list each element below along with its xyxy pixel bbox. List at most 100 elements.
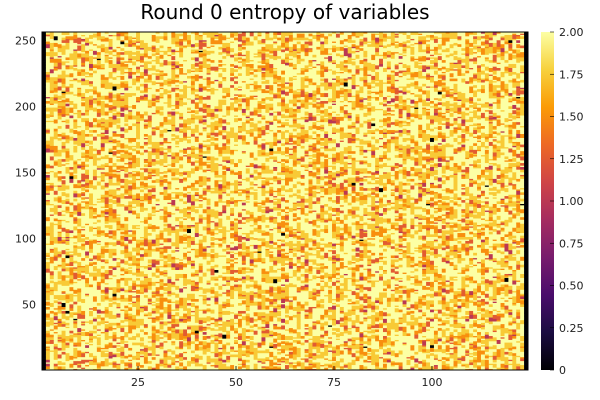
heatmap-cell <box>108 228 113 231</box>
heatmap-cell <box>120 331 125 337</box>
heatmap-cell <box>128 152 133 156</box>
heatmap-cell <box>159 66 164 71</box>
heatmap-cell <box>65 185 70 190</box>
heatmap-cell <box>183 325 188 330</box>
heatmap-cell <box>77 296 82 301</box>
heatmap-cell <box>104 362 109 364</box>
heatmap-cell <box>92 90 98 95</box>
heatmap-cell <box>92 298 98 302</box>
heatmap-cell <box>81 43 86 46</box>
heatmap-cell <box>81 71 86 75</box>
heatmap-cell <box>132 141 137 146</box>
heatmap-cell <box>175 358 180 362</box>
heatmap-cell <box>159 109 164 112</box>
heatmap-cell <box>163 158 168 164</box>
heatmap-cell <box>104 83 109 88</box>
heatmap-cell <box>112 303 117 309</box>
heatmap-cell <box>183 123 188 127</box>
heatmap-cell <box>155 156 160 160</box>
heatmap-cell <box>89 288 94 292</box>
heatmap-cell <box>49 120 55 123</box>
heatmap-cell <box>159 285 164 290</box>
heatmap-cell <box>120 230 125 232</box>
heatmap-cell <box>143 293 149 296</box>
heatmap-cell <box>81 331 86 337</box>
heatmap-cell <box>147 281 153 286</box>
heatmap-cell <box>167 335 172 340</box>
heatmap-cell <box>143 245 149 249</box>
heatmap-cell <box>175 257 180 260</box>
heatmap-cell <box>143 319 149 322</box>
heatmap-cell <box>104 207 109 210</box>
heatmap-cell <box>108 346 113 348</box>
heatmap-cell <box>124 269 129 272</box>
heatmap-cell <box>77 203 82 208</box>
heatmap-cell <box>167 186 172 190</box>
heatmap-cell <box>100 59 106 65</box>
heatmap-cell <box>104 170 109 173</box>
heatmap-cell <box>136 302 141 307</box>
heatmap-cell <box>132 306 137 309</box>
heatmap-cell <box>136 219 141 222</box>
heatmap-cell <box>159 257 164 260</box>
heatmap-cell <box>124 297 129 302</box>
heatmap-cell <box>81 356 86 359</box>
heatmap-cell <box>108 175 113 179</box>
heatmap-cell <box>112 340 117 346</box>
heatmap-cell <box>89 100 94 105</box>
heatmap-cell <box>65 124 70 128</box>
heatmap-cell <box>100 142 106 148</box>
heatmap-cell <box>89 321 94 325</box>
heatmap-cell <box>49 282 55 288</box>
heatmap-cell <box>49 363 55 366</box>
heatmap-cell <box>69 347 74 351</box>
heatmap-cell <box>57 170 62 174</box>
heatmap-cell <box>132 150 137 156</box>
heatmap-cell <box>53 103 59 108</box>
heatmap-cell <box>175 158 180 164</box>
heatmap-cell <box>104 269 109 274</box>
heatmap-cell <box>61 309 66 311</box>
heatmap-cell <box>139 355 145 358</box>
heatmap-cell <box>92 117 98 120</box>
heatmap-cell <box>61 175 66 179</box>
heatmap-cell <box>45 137 51 141</box>
heatmap-cell <box>92 270 98 273</box>
heatmap-cell <box>108 342 113 347</box>
heatmap-cell <box>116 112 121 115</box>
heatmap-cell <box>132 214 137 219</box>
heatmap-cell <box>53 355 59 359</box>
heatmap-cell <box>155 203 160 206</box>
heatmap-cell <box>53 71 59 74</box>
heatmap-cell <box>139 289 145 293</box>
heatmap-cell <box>171 46 176 50</box>
heatmap-cell <box>163 157 168 160</box>
heatmap-cell <box>163 215 168 219</box>
heatmap-cell <box>143 193 149 198</box>
heatmap-cell <box>92 318 98 322</box>
heatmap-cell <box>112 76 117 80</box>
heatmap-cell <box>108 150 113 153</box>
heatmap-cell <box>155 334 160 338</box>
heatmap-cell <box>85 178 90 183</box>
heatmap-cell <box>100 348 106 351</box>
heatmap-cell <box>53 67 59 71</box>
heatmap-cell <box>163 65 168 70</box>
heatmap-cell <box>96 116 102 120</box>
heatmap-cell <box>73 169 78 174</box>
heatmap-cell <box>104 248 109 253</box>
heatmap-cell <box>120 101 125 105</box>
heatmap-cell <box>65 103 70 107</box>
heatmap-cell <box>167 178 172 182</box>
heatmap-cell <box>159 47 164 51</box>
heatmap-cell <box>151 59 157 62</box>
heatmap-cell <box>45 216 51 222</box>
heatmap-cell <box>147 187 153 190</box>
heatmap-cell <box>155 95 160 100</box>
heatmap-cell <box>89 67 94 71</box>
heatmap-cell <box>128 101 133 107</box>
heatmap-cell <box>77 179 82 183</box>
heatmap-cell <box>45 336 51 340</box>
heatmap-cell <box>190 190 196 195</box>
heatmap-cell <box>100 99 106 102</box>
